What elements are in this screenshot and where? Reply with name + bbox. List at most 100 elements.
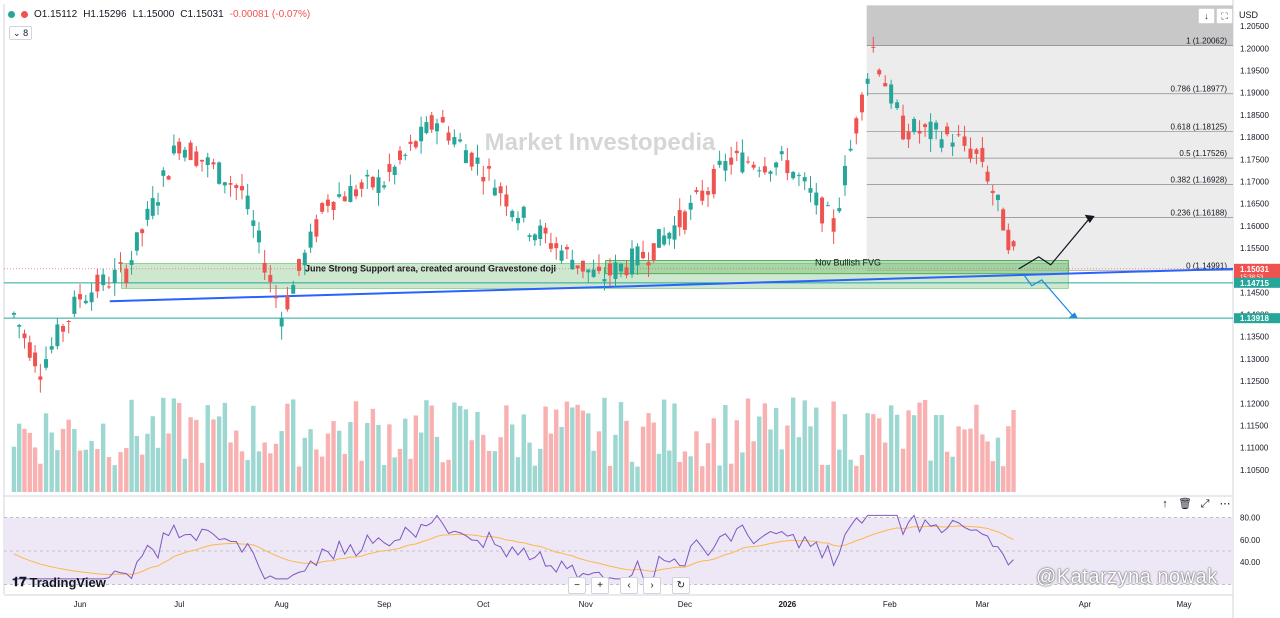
candle-body: [251, 220, 256, 226]
candle: [348, 174, 353, 492]
arrowhead-icon: [1068, 312, 1078, 319]
candle: [463, 144, 469, 492]
candle-body: [492, 187, 497, 196]
candle: [194, 146, 199, 492]
volume-bar: [95, 449, 100, 492]
volume-bar: [922, 399, 928, 492]
volume-bar: [825, 464, 831, 492]
fullscreen-icon: ⛶: [1221, 11, 1228, 21]
candle-body: [222, 182, 227, 186]
volume-bar: [124, 447, 129, 492]
zoom-out-button[interactable]: −: [568, 577, 586, 594]
candle: [768, 170, 773, 492]
candle-body: [320, 203, 325, 212]
candle: [176, 137, 182, 492]
candle-body: [475, 157, 480, 164]
volume-bar: [962, 429, 967, 492]
candle: [49, 337, 54, 492]
candle: [564, 244, 570, 492]
visibility-dot-icon[interactable]: [8, 11, 15, 18]
candle-body: [928, 121, 933, 140]
zoom-in-button[interactable]: +: [591, 577, 609, 594]
volume-bar: [711, 418, 717, 492]
candle-body: [734, 150, 739, 154]
candle: [602, 267, 607, 492]
candle-body: [161, 170, 166, 176]
volume-bar: [854, 465, 859, 492]
y-tick-label: 1.19500: [1240, 67, 1269, 76]
volume-bar: [413, 415, 419, 492]
volume-bar: [171, 398, 177, 492]
scroll-right-button[interactable]: ›: [643, 577, 661, 594]
candle: [980, 137, 985, 492]
candle-body: [1001, 209, 1006, 231]
candle: [469, 151, 474, 492]
indicators-toggle-button[interactable]: ⌄ 8: [9, 26, 33, 40]
volume-bar: [145, 433, 150, 492]
reset-chart-button[interactable]: ↻: [672, 577, 690, 594]
volume-bar: [974, 404, 979, 492]
candle: [694, 187, 699, 492]
candle: [882, 75, 888, 492]
fib-label: 0.236 (1.16188): [1171, 208, 1228, 217]
more-button[interactable]: ⋯: [1219, 498, 1231, 510]
delete-button[interactable]: 🗑: [1178, 498, 1192, 510]
download-button[interactable]: ↓: [1198, 8, 1215, 24]
candle-body: [700, 190, 705, 201]
volume-bar: [944, 451, 950, 492]
candle: [486, 158, 492, 492]
y-tick-label: 1.19000: [1240, 89, 1269, 98]
volume-bar: [717, 465, 722, 492]
candle-body: [677, 210, 682, 228]
candle: [728, 146, 734, 492]
candle: [521, 205, 526, 492]
candle: [60, 323, 66, 492]
volume-bar: [370, 408, 376, 492]
candle-body: [279, 318, 284, 327]
move-up-button[interactable]: ↑: [1162, 498, 1168, 510]
candle-body: [651, 243, 656, 261]
candle-body: [419, 126, 424, 142]
volume-bar: [728, 463, 734, 492]
candle-body: [740, 152, 745, 173]
volume-bar: [359, 460, 364, 492]
candle-body: [917, 130, 922, 134]
maximize-pane-button[interactable]: ⤢: [1200, 498, 1210, 510]
candle: [155, 192, 161, 492]
candle: [434, 118, 440, 492]
candle-body: [95, 274, 100, 292]
price-label-badge: [1234, 277, 1280, 288]
fullscreen-button[interactable]: ⛶: [1216, 8, 1233, 24]
candle-body: [950, 142, 955, 147]
volume-bar: [118, 452, 123, 492]
candle-body: [387, 164, 392, 173]
candle-body: [968, 148, 973, 159]
candle: [1011, 239, 1016, 492]
volume-bar: [672, 403, 677, 492]
candle: [548, 232, 554, 492]
volume-bar: [239, 451, 245, 492]
scroll-left-button[interactable]: ‹: [620, 577, 638, 594]
candle-body: [481, 177, 486, 182]
candle-body: [308, 231, 313, 248]
candle: [38, 363, 43, 492]
candle-body: [586, 269, 591, 273]
volume-bar: [928, 460, 933, 492]
candle: [624, 260, 629, 492]
volume-bar: [348, 421, 353, 492]
volume-bar: [403, 418, 408, 492]
x-tick-label: May: [1176, 600, 1191, 609]
candle: [894, 99, 900, 492]
volume-bar: [440, 462, 445, 492]
volume-bar: [751, 441, 756, 492]
currency-label[interactable]: USD: [1239, 10, 1259, 20]
candle-body: [177, 141, 182, 154]
candle: [591, 259, 596, 492]
volume-bar: [492, 451, 498, 492]
volume-bar: [424, 400, 429, 492]
candle-body: [831, 218, 836, 232]
candle-body: [150, 198, 155, 216]
candle-body: [382, 185, 387, 188]
candle: [570, 249, 575, 492]
